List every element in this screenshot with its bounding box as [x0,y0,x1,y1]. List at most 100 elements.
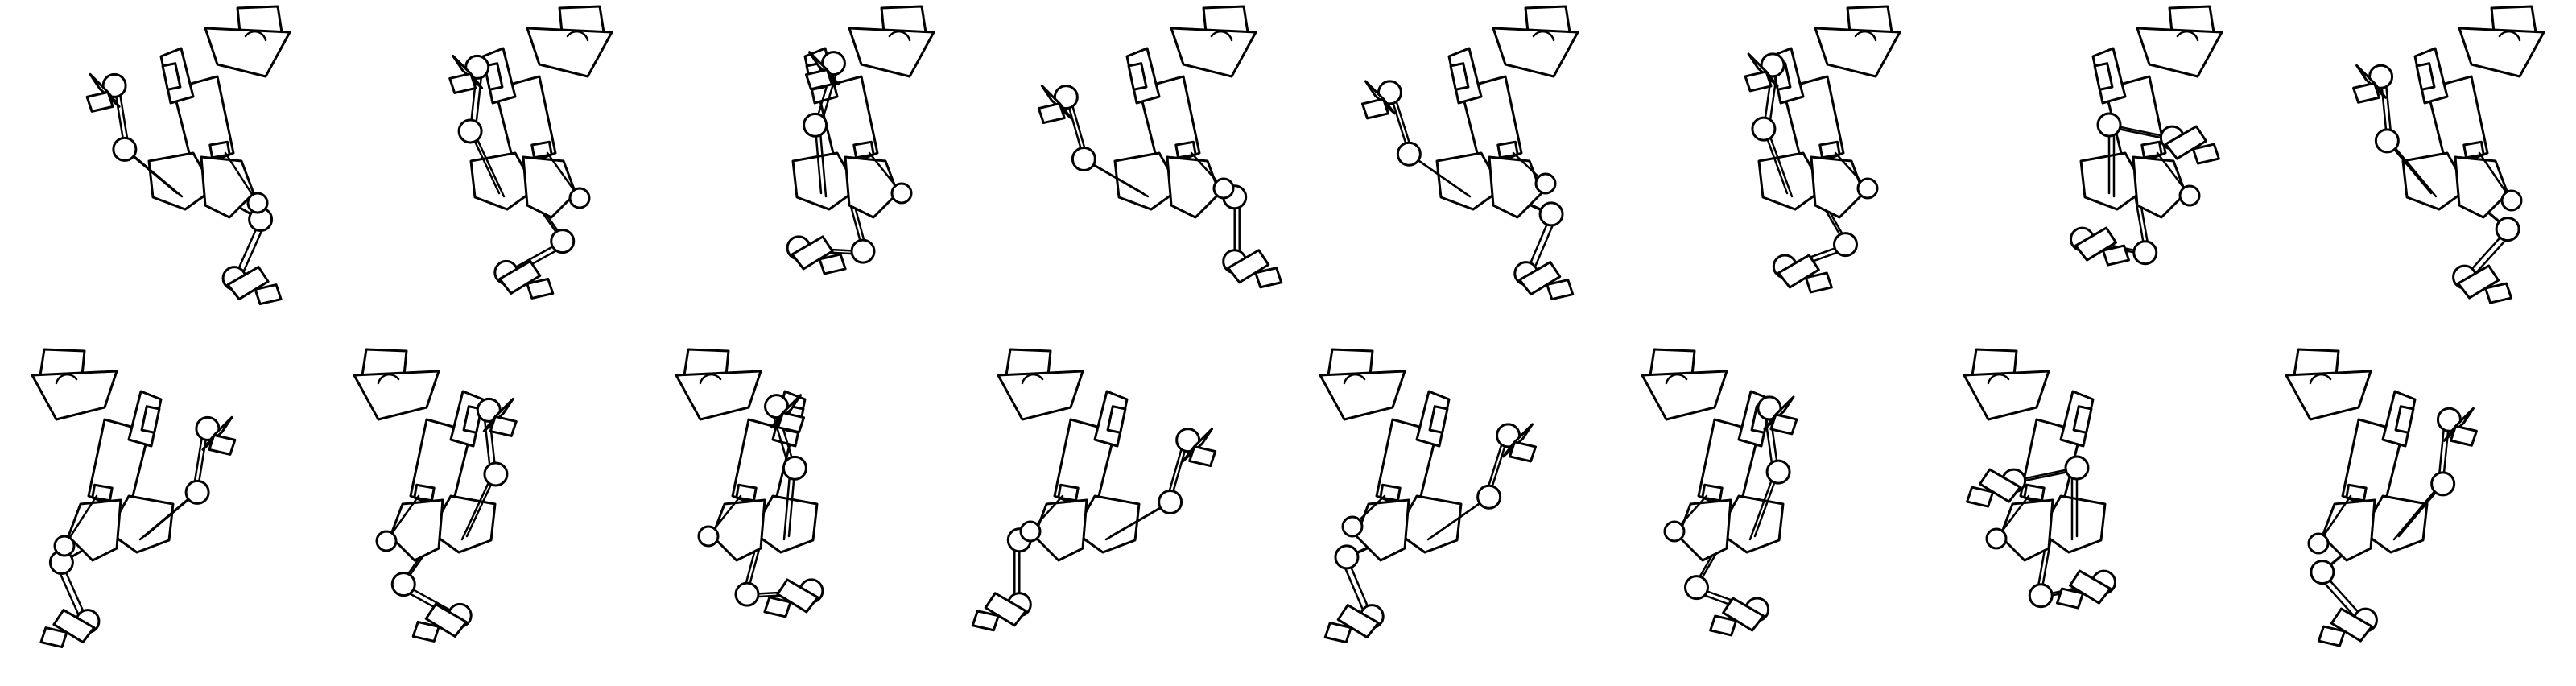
hip-plate [2321,498,2376,562]
hip-plate [1677,498,1732,562]
front-leg [2096,112,2220,198]
foot-plate [1518,261,1562,296]
knee-joint [734,581,760,607]
toe-plate [1709,614,1738,637]
foot-plate [1979,468,2022,503]
helmet-visor [1963,370,2050,421]
knee-joint [550,229,576,254]
hand-joint [1534,172,1557,195]
helmet-visor [31,370,118,421]
hip-plate [522,155,577,219]
hip-plate [1033,498,1088,562]
knee-joint [2310,560,2335,585]
sprite-frame [2254,343,2576,686]
foot-plate [498,259,542,295]
foot-plate [424,602,468,638]
foot-plate [52,609,96,644]
helmet-visor [1641,370,1728,421]
helmet-visor [2458,27,2545,78]
foot-plate [770,394,803,429]
pelvis [2361,494,2429,554]
knee-joint [1833,232,1858,258]
robot-sprite [2070,5,2223,267]
sprite-frame [966,0,1288,343]
foot-plate [2330,607,2373,643]
hand-joint [697,525,720,548]
foot-plate [1747,52,1779,88]
knee-joint [1071,147,1096,172]
back-leg [1772,184,1858,294]
toe-plate [1323,622,1352,644]
knee-joint [782,455,807,481]
hip-plate [2132,155,2187,219]
sprite-frame [966,343,1288,686]
front-leg [1748,395,1798,541]
foot-plate [1763,395,1795,431]
foot-plate [807,51,840,86]
helmet-visor [1814,27,1901,78]
helmet-visor [1492,27,1579,78]
pelvis [1395,494,1463,554]
toe-plate [2102,244,2131,267]
foot-plate [2074,226,2118,262]
foot-plate [1722,597,1765,632]
hip-plate [1810,155,1865,219]
robot-sprite [971,348,1217,632]
sprite-frame [644,343,966,686]
knee-joint [2096,112,2122,138]
knee-joint [112,136,138,162]
knee-joint [1158,490,1183,514]
front-leg [1037,85,1150,198]
pelvis [1113,151,1181,211]
sprite-frame [1610,343,1932,686]
toe-plate [1546,279,1575,301]
hand-joint [1663,520,1686,543]
knee-joint [1334,544,1360,570]
robot-sprite [2285,348,2478,647]
robot-sprite [1963,348,2116,610]
sprite-frame [1288,343,1610,686]
hip-plate [2454,155,2509,219]
hand-joint [246,192,269,214]
knee-joint [457,118,483,144]
robot-sprite [1641,348,1798,637]
front-leg [803,51,846,198]
robot-sprite [1744,5,1901,294]
knee-joint [2064,455,2090,481]
sprite-frame [2254,0,2576,343]
toe-plate [804,68,833,91]
knee-joint [1684,575,1709,601]
foot-plate [226,266,270,301]
helmet-visor [204,27,291,78]
helmet-visor [848,27,935,78]
pelvis [1757,151,1825,211]
pelvis [1073,494,1141,554]
front-leg [1426,423,1538,541]
toe-plate [1188,445,1217,468]
hand-joint [2307,532,2330,555]
front-leg [460,397,518,541]
knee-joint [390,572,416,597]
front-leg [1360,80,1472,198]
helmet-visor [675,370,762,421]
robot-sprite [85,5,291,306]
hip-plate [844,155,899,219]
front-leg [2352,64,2438,198]
hip-plate [1355,498,1410,562]
sprite-frame [1932,343,2254,686]
helmet-visor [997,370,1084,421]
helmet-visor [353,370,440,421]
knee-joint [1751,116,1777,142]
foot-plate [1182,428,1214,463]
back-leg [390,527,473,643]
toe-plate [85,90,114,113]
hip-plate [200,155,255,219]
toe-plate [39,626,68,649]
toe-plate [763,596,792,618]
foot-plate [2164,125,2207,160]
toe-plate [489,415,518,437]
toe-plate [448,72,477,94]
hip-plate [1488,155,1543,219]
hand-joint [1019,520,1042,543]
hip-plate [67,498,122,562]
